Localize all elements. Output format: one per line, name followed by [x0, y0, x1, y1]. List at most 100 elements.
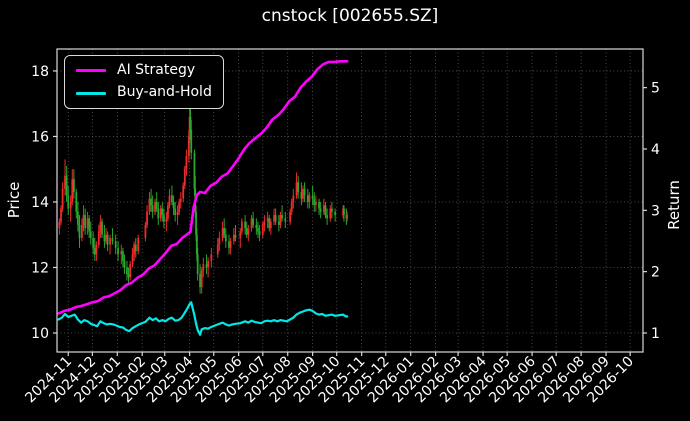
- candle-body: [67, 195, 70, 209]
- candle-body: [297, 182, 300, 193]
- buy-and-hold-line: [57, 301, 349, 336]
- candle-body: [255, 224, 258, 229]
- candle-body: [343, 208, 345, 216]
- candle-body: [269, 221, 272, 229]
- candle-body: [247, 228, 250, 235]
- candle-body: [168, 195, 171, 206]
- candle-body: [258, 231, 261, 235]
- candle-body: [101, 221, 103, 235]
- candle-body: [300, 192, 303, 199]
- candle-body: [111, 238, 114, 242]
- left-tick-label: 18: [31, 64, 49, 80]
- legend: AI Strategy Buy-and-Hold: [64, 55, 224, 109]
- candle-body: [257, 228, 259, 232]
- candle-body: [178, 201, 181, 212]
- candle-body: [218, 238, 221, 245]
- candle-body: [148, 198, 151, 212]
- candle-body: [144, 224, 147, 239]
- candle-body: [221, 228, 224, 239]
- candle-body: [131, 254, 134, 265]
- candle-body: [313, 198, 316, 206]
- candle-body: [263, 221, 266, 225]
- candle-body: [103, 234, 106, 242]
- candle-body: [93, 247, 96, 255]
- candle-body: [155, 201, 158, 209]
- candle-body: [84, 215, 87, 229]
- candle-body: [176, 211, 179, 216]
- candle-body: [154, 201, 156, 212]
- buy-and-hold-line-swatch: [76, 91, 106, 95]
- candle-body: [250, 218, 253, 229]
- candle-body: [223, 228, 226, 235]
- candle-body: [252, 218, 255, 225]
- candle-body: [159, 208, 162, 219]
- candle-body: [306, 195, 309, 202]
- candle-body: [117, 247, 119, 255]
- candle-body: [75, 192, 78, 212]
- candle-body: [163, 215, 165, 222]
- candle-body: [78, 224, 81, 239]
- candle-body: [244, 221, 246, 229]
- candle-body: [274, 215, 277, 222]
- right-tick-label: 2: [651, 265, 660, 281]
- candle-body: [190, 129, 193, 153]
- candle-body: [167, 205, 169, 219]
- candle-body: [295, 182, 298, 196]
- candle-body: [82, 215, 85, 225]
- candle-body: [120, 251, 123, 255]
- candle-body: [268, 218, 271, 229]
- candle-body: [133, 244, 136, 255]
- candle-body: [289, 211, 292, 222]
- candle-body: [157, 208, 160, 219]
- candle-body: [308, 195, 311, 202]
- candle-body: [123, 260, 126, 268]
- candle-body: [126, 267, 128, 275]
- candle-body: [65, 175, 68, 196]
- left-tick-label: 16: [31, 129, 49, 145]
- candle-body: [58, 221, 61, 229]
- candle-body: [210, 254, 213, 261]
- left-tick-label: 10: [31, 326, 49, 342]
- candle-body: [318, 201, 320, 209]
- ai-strategy-line: [57, 59, 349, 315]
- candle-body: [161, 208, 164, 216]
- candle-body: [229, 241, 232, 248]
- candle-body: [60, 208, 62, 222]
- candle-body: [240, 221, 243, 232]
- candle-body: [172, 201, 175, 209]
- candle-body: [346, 215, 349, 219]
- candle-body: [334, 211, 337, 216]
- candle-body: [61, 188, 64, 209]
- candle-body: [195, 234, 198, 255]
- candle-body: [127, 274, 130, 278]
- candle-body: [134, 244, 137, 252]
- candle-body: [199, 274, 201, 288]
- candle-body: [69, 201, 72, 209]
- candle-body: [183, 169, 186, 186]
- candle-body: [105, 234, 107, 242]
- candle-body: [319, 208, 322, 212]
- candle-body: [76, 211, 79, 225]
- candle-body: [195, 211, 197, 235]
- candle-body: [150, 198, 152, 206]
- candle-body: [174, 208, 177, 216]
- candle-body: [284, 218, 287, 222]
- candle-body: [279, 215, 282, 225]
- candle-body: [322, 205, 325, 212]
- candle-body: [277, 221, 280, 225]
- candle-body: [266, 218, 269, 222]
- candle-body: [205, 264, 208, 268]
- legend-label: Buy-and-Hold: [117, 84, 212, 101]
- candle-body: [106, 234, 109, 245]
- candle-body: [292, 195, 295, 202]
- candle-body: [331, 208, 333, 212]
- candle-body: [99, 221, 102, 232]
- candle-body: [314, 201, 317, 206]
- candle-body: [261, 224, 264, 235]
- candle-body: [72, 179, 75, 193]
- candle-body: [200, 270, 203, 288]
- plot-border: [56, 48, 644, 353]
- candle-body: [196, 254, 199, 275]
- legend-label: AI Strategy: [117, 62, 196, 78]
